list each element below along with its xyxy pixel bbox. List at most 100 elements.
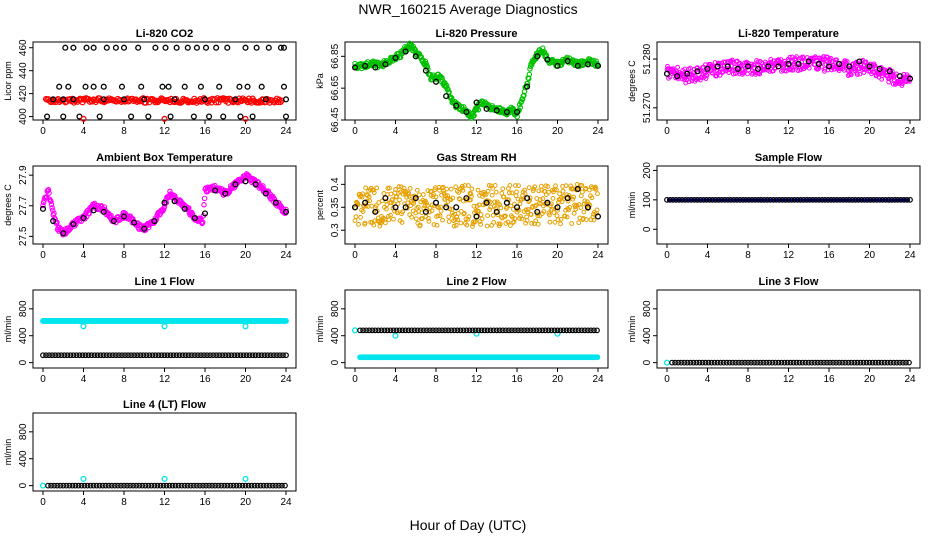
- data-point: [75, 482, 82, 489]
- data-point: [161, 115, 168, 122]
- data-point: [509, 190, 515, 196]
- data-point: [822, 66, 828, 72]
- panel-frame: [656, 289, 921, 369]
- data-point: [39, 482, 47, 489]
- data-point: [663, 359, 671, 366]
- data-point: [282, 208, 290, 215]
- data-point: [545, 184, 551, 189]
- data-point: [861, 70, 867, 75]
- data-point: [279, 482, 285, 489]
- data-point: [670, 66, 676, 72]
- data-point: [49, 205, 55, 211]
- data-point: [261, 352, 268, 359]
- data-point: [674, 73, 681, 80]
- data-point: [457, 327, 464, 334]
- data-point: [497, 202, 503, 208]
- data-point: [667, 74, 673, 80]
- data-point: [500, 186, 506, 192]
- data-point: [544, 199, 551, 206]
- data-point: [851, 359, 858, 366]
- data-point: [362, 199, 369, 206]
- data-point: [445, 86, 451, 93]
- data-point: [169, 482, 176, 489]
- x-tick-label: 8: [121, 250, 127, 261]
- data-point: [672, 359, 678, 366]
- data-point: [879, 196, 886, 203]
- data-point: [775, 359, 782, 366]
- data-point: [490, 212, 496, 218]
- series-1: [39, 178, 290, 237]
- data-point: [711, 359, 718, 366]
- data-point: [569, 327, 576, 334]
- data-point: [594, 213, 602, 220]
- data-point: [431, 192, 436, 197]
- data-point: [460, 327, 467, 334]
- data-point: [103, 44, 110, 51]
- data-point: [88, 352, 95, 359]
- data-point: [96, 482, 103, 489]
- data-point: [506, 327, 512, 334]
- data-point: [700, 196, 707, 203]
- data-point: [524, 80, 531, 87]
- data-point: [383, 206, 389, 212]
- data-point: [407, 185, 413, 191]
- data-point: [386, 217, 392, 223]
- y-tick-label: 66.85: [330, 43, 341, 68]
- data-point: [525, 207, 531, 212]
- data-point: [574, 202, 580, 208]
- data-point: [833, 359, 839, 366]
- data-point: [690, 359, 697, 366]
- data-point: [863, 59, 869, 65]
- data-point: [697, 196, 704, 203]
- data-point: [203, 482, 209, 489]
- data-point: [109, 352, 116, 359]
- data-point: [51, 482, 58, 489]
- data-point: [237, 113, 244, 120]
- data-point: [138, 83, 145, 90]
- data-point: [40, 352, 46, 359]
- data-point: [363, 185, 369, 191]
- data-point: [178, 482, 185, 489]
- data-point: [465, 216, 471, 222]
- data-point: [134, 352, 141, 359]
- data-point: [576, 220, 582, 226]
- x-tick-label: 24: [280, 497, 292, 508]
- series-0: [352, 40, 601, 121]
- y-tick-label: 200: [642, 162, 653, 179]
- data-point: [882, 196, 889, 203]
- data-point: [827, 359, 833, 366]
- data-point: [57, 482, 64, 489]
- data-point: [187, 482, 194, 489]
- y-tick-label: 27.7: [18, 196, 29, 216]
- data-point: [252, 181, 259, 188]
- data-point: [392, 332, 399, 339]
- data-point: [682, 196, 689, 203]
- x-tick-label: 16: [511, 250, 523, 261]
- data-point: [136, 482, 143, 489]
- data-point: [492, 199, 498, 205]
- panel-title: Sample Flow: [755, 152, 823, 164]
- data-point: [111, 482, 118, 489]
- data-point: [472, 327, 479, 334]
- data-point: [415, 204, 421, 210]
- data-point: [82, 83, 89, 90]
- data-point: [848, 359, 855, 366]
- data-point: [404, 205, 410, 211]
- data-point: [593, 186, 599, 192]
- x-tick-label: 20: [864, 374, 876, 385]
- data-point: [809, 196, 816, 203]
- series-0: [40, 171, 289, 238]
- data-point: [437, 213, 443, 219]
- data-point: [484, 223, 490, 229]
- data-point: [412, 195, 419, 202]
- data-point: [420, 327, 427, 334]
- y-axis-label: Licor ppm: [3, 61, 13, 101]
- data-point: [574, 185, 581, 192]
- data-point: [567, 204, 573, 210]
- data-point: [466, 327, 473, 334]
- data-point: [594, 327, 600, 334]
- data-point: [493, 208, 500, 215]
- data-point: [402, 48, 409, 55]
- x-tick-label: 0: [664, 126, 670, 137]
- x-tick-label: 24: [904, 250, 916, 261]
